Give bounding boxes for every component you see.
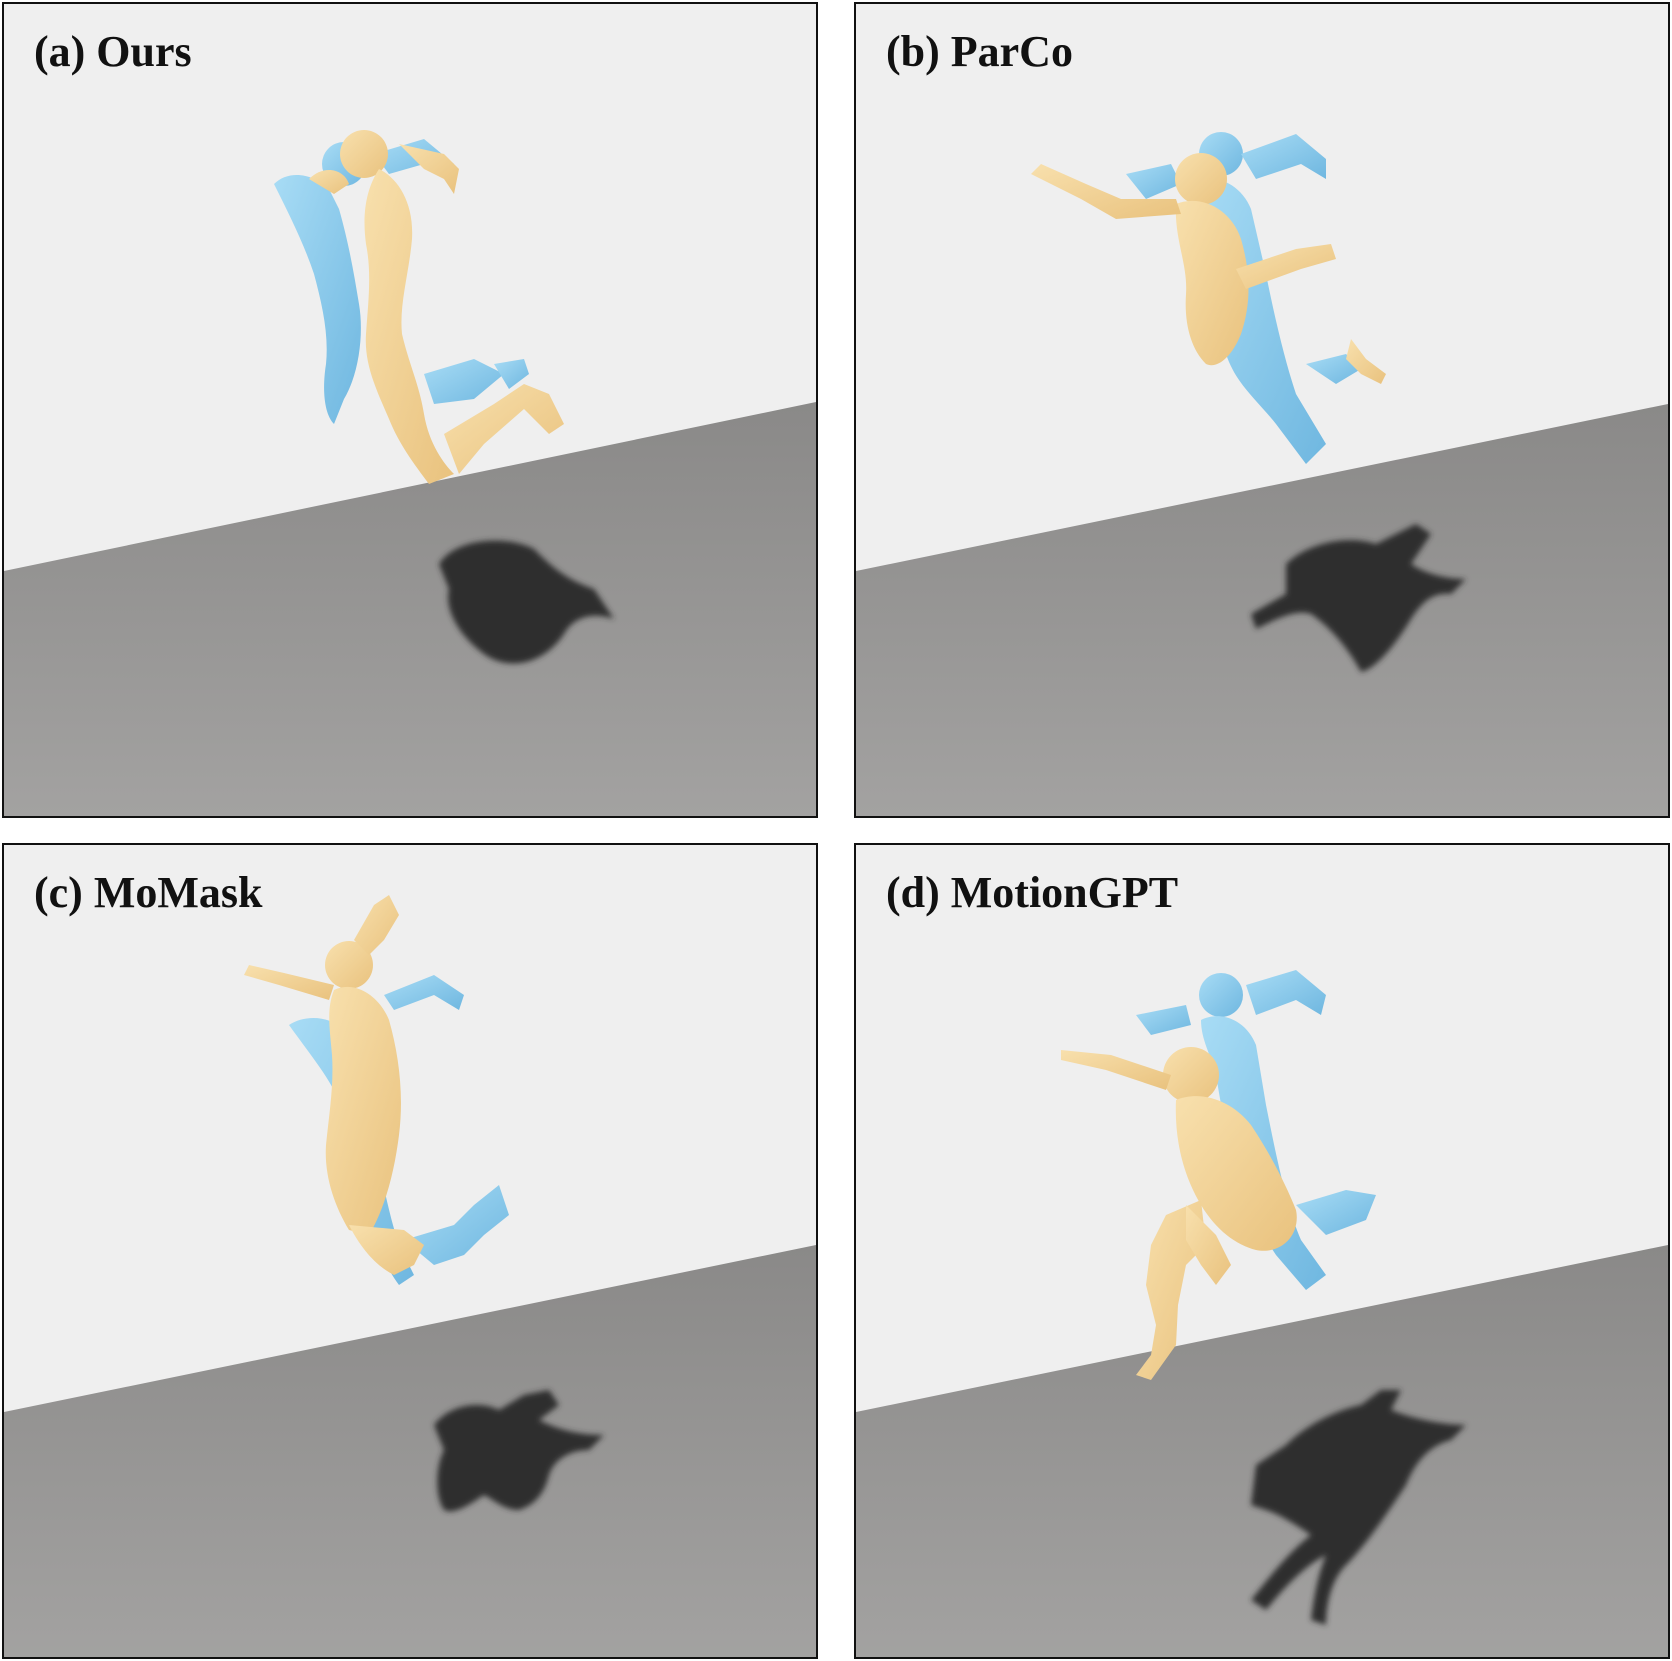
shadow-silhouette xyxy=(439,540,614,664)
shadow-silhouette xyxy=(1251,524,1466,672)
floor xyxy=(4,1245,816,1657)
scene-c xyxy=(4,845,816,1657)
generated-body xyxy=(244,895,424,1275)
panel-label-d: (d) MotionGPT xyxy=(886,868,1179,917)
shadow-silhouette xyxy=(434,1390,604,1512)
panel-c: (c) MoMask xyxy=(2,843,818,1659)
floor xyxy=(856,1245,1668,1657)
panel-a: (a) Ours xyxy=(2,2,818,818)
panel-b: (b) ParCo xyxy=(854,2,1670,818)
panel-label-a: (a) Ours xyxy=(34,27,192,76)
scene-b xyxy=(856,4,1668,816)
generated-body xyxy=(1031,153,1386,384)
generated-body xyxy=(309,130,564,484)
shadow-silhouette xyxy=(1251,1390,1466,1625)
generated-body xyxy=(1061,1047,1297,1380)
scene-d xyxy=(856,845,1668,1657)
panel-label-c: (c) MoMask xyxy=(34,868,263,917)
panel-d: (d) MotionGPT xyxy=(854,843,1670,1659)
scene-a xyxy=(4,4,816,816)
panel-label-b: (b) ParCo xyxy=(886,27,1073,76)
floor xyxy=(4,402,816,816)
